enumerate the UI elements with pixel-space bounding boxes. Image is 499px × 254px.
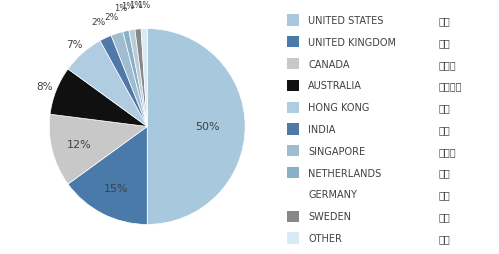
Wedge shape	[135, 30, 147, 127]
Text: 瑞士: 瑞士	[439, 211, 451, 221]
Text: UNITED KINGDOM: UNITED KINGDOM	[308, 38, 396, 48]
Text: 英国: 英国	[439, 38, 451, 48]
Wedge shape	[147, 29, 245, 225]
Text: HONG KONG: HONG KONG	[308, 103, 369, 113]
Text: 香港: 香港	[439, 103, 451, 113]
Text: SWEDEN: SWEDEN	[308, 211, 351, 221]
Text: 8%: 8%	[36, 82, 52, 91]
Text: 1%: 1%	[129, 1, 142, 10]
Text: 12%: 12%	[66, 139, 91, 149]
Text: 50%: 50%	[196, 122, 220, 132]
Wedge shape	[123, 31, 147, 127]
Text: 1%: 1%	[114, 4, 127, 12]
Wedge shape	[49, 115, 147, 184]
Text: 美国: 美国	[439, 16, 451, 26]
Text: 荷兰: 荷兰	[439, 168, 451, 178]
Text: 2%: 2%	[104, 13, 119, 22]
Text: 其他: 其他	[439, 233, 451, 243]
Wedge shape	[100, 36, 147, 127]
Wedge shape	[129, 30, 147, 127]
Text: OTHER: OTHER	[308, 233, 342, 243]
Bar	[286, 211, 299, 222]
Text: 2%: 2%	[91, 18, 105, 27]
Text: SINGAPORE: SINGAPORE	[308, 146, 365, 156]
Text: CANADA: CANADA	[308, 59, 349, 69]
Wedge shape	[50, 70, 147, 127]
Text: 新加坡: 新加坡	[439, 146, 457, 156]
Bar	[286, 146, 299, 157]
Text: AUSTRALIA: AUSTRALIA	[308, 81, 362, 91]
Wedge shape	[141, 29, 147, 127]
Bar	[286, 59, 299, 70]
Text: 1%: 1%	[121, 2, 135, 11]
Bar	[286, 102, 299, 114]
Text: GERMANY: GERMANY	[308, 190, 357, 200]
Wedge shape	[68, 127, 147, 225]
Bar	[286, 167, 299, 179]
Wedge shape	[111, 33, 147, 127]
Text: 7%: 7%	[66, 39, 82, 49]
Text: 澳大利亚: 澳大利亚	[439, 81, 463, 91]
Bar	[286, 15, 299, 27]
Text: NETHERLANDS: NETHERLANDS	[308, 168, 381, 178]
Text: 15%: 15%	[104, 183, 128, 193]
Text: INDIA: INDIA	[308, 124, 335, 135]
Wedge shape	[68, 41, 147, 127]
Bar	[286, 124, 299, 135]
Bar	[286, 232, 299, 244]
Bar	[286, 37, 299, 48]
Text: 1%: 1%	[137, 1, 150, 10]
Text: 印度: 印度	[439, 124, 451, 135]
Bar	[286, 81, 299, 92]
Text: 加拿大: 加拿大	[439, 59, 457, 69]
Text: UNITED STATES: UNITED STATES	[308, 16, 383, 26]
Text: 德国: 德国	[439, 190, 451, 200]
